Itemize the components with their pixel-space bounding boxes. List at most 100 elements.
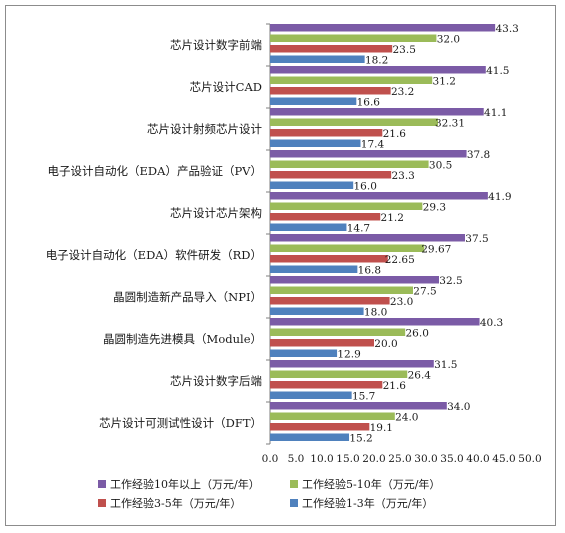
data-label: 40.3 [480,317,503,329]
bar-3-10 [270,423,370,431]
category-label: 芯片设计芯片架构 [170,206,262,220]
category-label: 晶圆制造新产品导入（NPI） [113,290,262,304]
bar-3-4 [270,171,392,179]
data-label: 31.5 [434,359,457,371]
bar-4-4 [270,181,354,189]
data-label: 16.6 [357,96,381,108]
bar-3-3 [270,129,383,137]
x-tick-label: 25.0 [388,453,411,465]
bar-1-10 [270,402,447,410]
x-tick-label: 35.0 [440,453,463,465]
legend-swatch-2 [290,480,298,488]
data-label: 18.0 [364,306,387,318]
x-tick-label: 10.0 [310,453,333,465]
data-label: 19.1 [370,422,393,434]
data-label: 22.65 [385,254,415,266]
bar-2-5 [270,202,423,210]
bar-1-7 [270,276,439,284]
data-label: 12.9 [337,348,360,360]
category-label: 电子设计自动化（EDA）产品验证（PV） [48,164,262,178]
data-label: 41.1 [484,107,507,119]
x-tick-label: 20.0 [362,453,385,465]
data-label: 34.0 [447,401,470,413]
legend-label: 工作经验5-10年（万元/年） [302,477,440,491]
legend-label: 工作经验3-5年（万元/年） [110,496,241,510]
bar-1-8 [270,318,480,326]
legend-label: 工作经验1-3年（万元/年） [302,496,433,510]
bar-4-3 [270,139,361,147]
data-label: 26.0 [406,327,429,339]
data-label: 21.2 [381,212,404,224]
data-label: 43.3 [495,23,518,35]
legend-label: 工作经验10年以上（万元/年） [110,477,260,491]
bar-2-3 [270,118,439,126]
data-label: 16.8 [358,264,381,276]
bar-4-8 [270,349,338,357]
category-label: 芯片设计可测试性设计（DFT） [99,416,262,430]
bar-3-2 [270,87,391,95]
legend-swatch-4 [290,499,298,507]
data-label: 21.6 [383,380,407,392]
data-label: 17.4 [361,138,385,150]
category-label: 芯片设计数字前端 [170,38,262,52]
bar-1-1 [270,24,496,32]
data-label: 32.5 [439,275,462,287]
data-label: 37.8 [467,149,490,161]
data-label: 27.5 [413,285,436,297]
bar-2-8 [270,328,406,336]
data-label: 26.4 [408,369,432,381]
x-tick-label: 40.0 [466,453,489,465]
data-label: 15.2 [349,432,372,444]
x-tick-label: 30.0 [414,453,437,465]
x-tick-label: 0.0 [262,453,279,465]
category-label: 芯片设计CAD [190,80,262,94]
bar-3-6 [270,255,388,263]
data-label: 41.5 [486,65,509,77]
bar-3-8 [270,339,374,347]
data-label: 32.0 [437,33,460,45]
data-label: 18.2 [365,54,388,66]
data-label: 14.7 [347,222,370,234]
bar-3-5 [270,213,381,221]
data-label: 15.7 [352,390,375,402]
bar-2-10 [270,412,395,420]
bar-4-7 [270,307,364,315]
x-tick-label: 50.0 [518,453,541,465]
bar-4-2 [270,97,357,105]
data-label: 16.0 [354,180,377,192]
bar-2-4 [270,160,429,168]
bar-2-9 [270,370,408,378]
bar-1-4 [270,150,467,158]
bar-4-1 [270,55,365,63]
bar-3-7 [270,297,390,305]
category-label: 芯片设计射频芯片设计 [147,122,262,136]
data-label: 21.6 [383,128,407,140]
bar-3-9 [270,381,383,389]
data-label: 31.2 [433,75,456,87]
data-label: 41.9 [488,191,511,203]
data-label: 23.5 [393,44,416,56]
bar-2-6 [270,244,425,252]
x-tick-label: 45.0 [492,453,515,465]
bar-4-5 [270,223,347,231]
bar-3-1 [270,45,393,53]
data-label: 29.3 [423,201,446,213]
data-label: 37.5 [465,233,488,245]
data-label: 32.31 [435,117,465,129]
data-label: 23.2 [391,86,414,98]
data-label: 24.0 [395,411,418,423]
bar-4-10 [270,433,350,441]
legend-swatch-1 [98,480,106,488]
data-label: 23.3 [391,170,414,182]
bar-1-2 [270,66,486,74]
bar-1-6 [270,234,465,242]
bar-1-3 [270,108,484,116]
bar-4-6 [270,265,358,273]
category-label: 电子设计自动化（EDA）软件研发（RD） [46,248,262,262]
data-label: 23.0 [390,296,413,308]
data-label: 30.5 [429,159,452,171]
bar-2-1 [270,34,437,42]
data-label: 20.0 [374,338,397,350]
bar-2-7 [270,286,413,294]
